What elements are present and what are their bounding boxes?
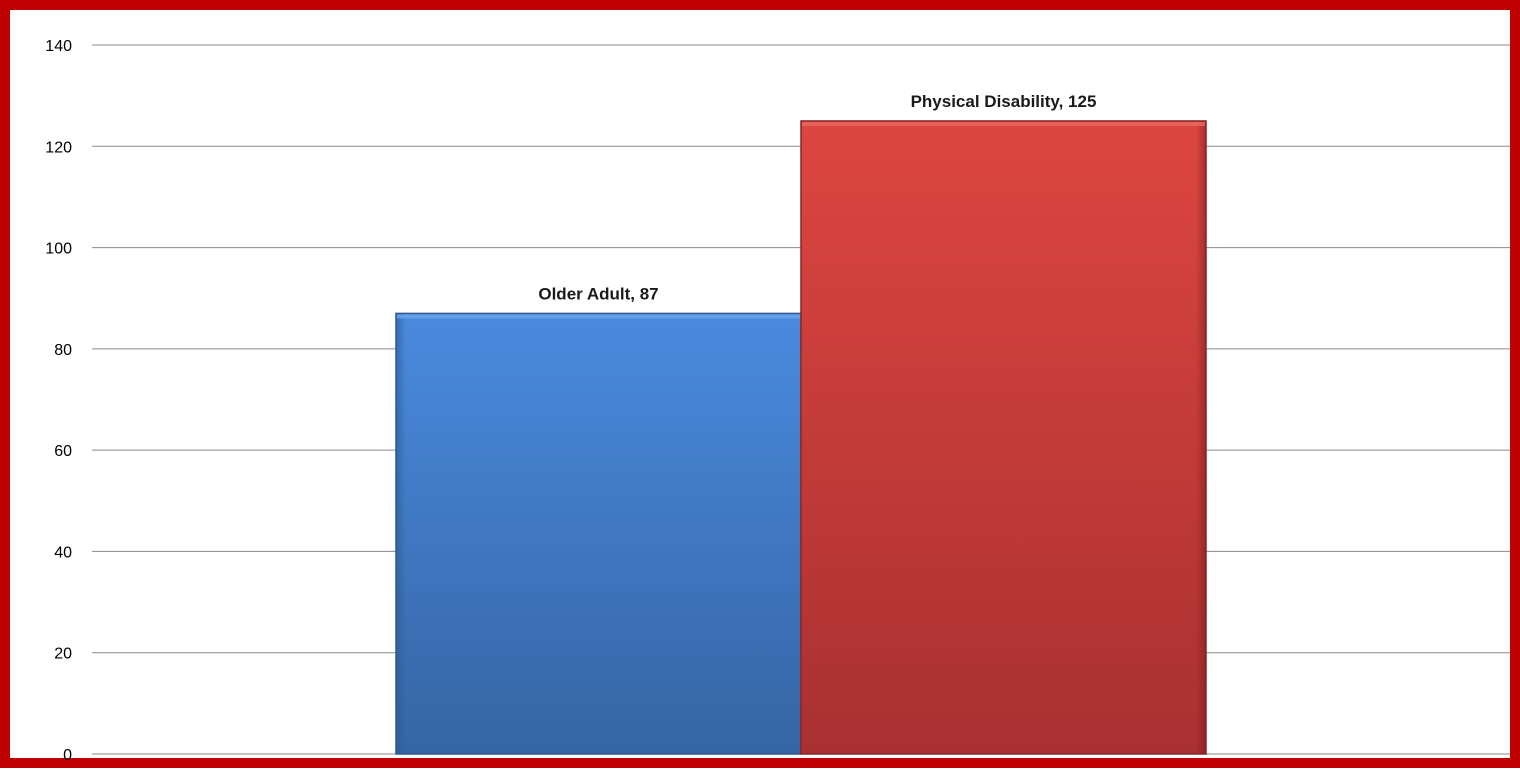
bar-bevel [396,313,406,754]
bar-highlight [802,121,1205,126]
data-labels: Older Adult, 87 Physical Disability, 125 [538,92,1096,303]
bar-body [800,120,1207,755]
y-axis-tick-labels: 0 20 40 60 80 100 120 140 [45,38,72,764]
bar-chart: 0 20 40 60 80 100 120 140 Older Adult, 87 Physic… [45,38,1510,764]
bar-older-adult [395,312,802,755]
y-tick-label: 100 [45,241,72,258]
y-tick-label: 80 [54,342,72,359]
bar-highlight [397,314,800,319]
y-tick-label: 0 [63,747,72,764]
bar-bevel [1196,120,1206,754]
data-label-physical-disability: Physical Disability, 125 [911,92,1097,111]
bars [395,120,1207,755]
y-tick-label: 40 [54,544,72,561]
bar-physical-disability [800,120,1207,755]
data-label-older-adult: Older Adult, 87 [538,284,658,303]
y-tick-label: 20 [54,646,72,663]
bar-body [395,312,802,755]
y-tick-label: 60 [54,443,72,460]
y-tick-label: 140 [45,38,72,55]
y-tick-label: 120 [45,139,72,156]
